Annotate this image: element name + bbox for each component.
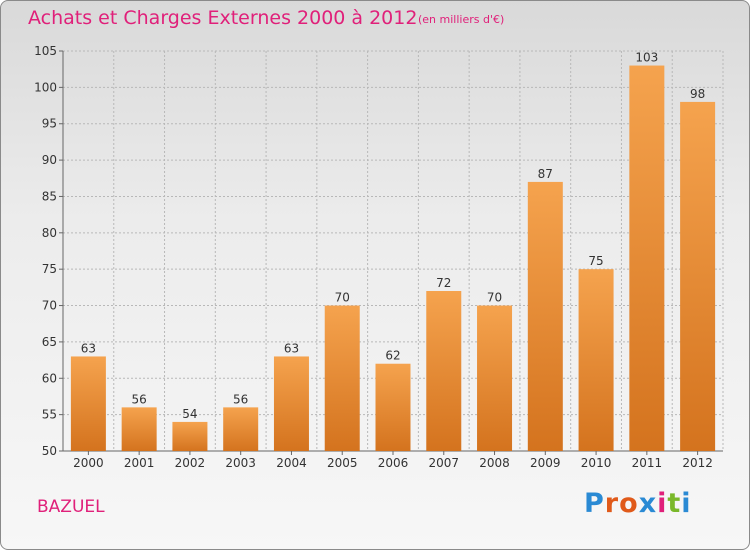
x-tick-label-2001: 2001 bbox=[124, 456, 155, 470]
data-label-2001: 56 bbox=[132, 392, 147, 406]
bar-2009 bbox=[527, 181, 563, 451]
y-tick-label: 50 bbox=[42, 444, 57, 458]
logo-letter: x bbox=[638, 488, 658, 519]
y-tick-label: 80 bbox=[42, 226, 57, 240]
y-tick-label: 90 bbox=[42, 153, 57, 167]
x-tick-label-2008: 2008 bbox=[479, 456, 510, 470]
bar-2008 bbox=[477, 305, 513, 451]
bar-2007 bbox=[426, 291, 462, 451]
bar-2006 bbox=[375, 363, 411, 451]
x-tick-label-2000: 2000 bbox=[73, 456, 104, 470]
bar-2010 bbox=[578, 269, 614, 451]
y-tick-label: 85 bbox=[42, 189, 57, 203]
data-label-2007: 72 bbox=[436, 276, 451, 290]
x-tick-label-2011: 2011 bbox=[632, 456, 663, 470]
y-tick-label: 70 bbox=[42, 299, 57, 313]
data-label-2000: 63 bbox=[81, 341, 96, 355]
y-tick-label: 65 bbox=[42, 335, 57, 349]
logo-letter: i bbox=[681, 488, 692, 519]
bar-2012 bbox=[680, 101, 716, 451]
y-tick-label: 75 bbox=[42, 262, 57, 276]
proxiti-logo: Proxiti bbox=[584, 488, 692, 519]
x-tick-label-2006: 2006 bbox=[378, 456, 409, 470]
y-tick-label: 105 bbox=[34, 44, 57, 58]
logo-letter: i bbox=[657, 488, 668, 519]
bar-2003 bbox=[223, 407, 259, 451]
commune-name: BAZUEL bbox=[37, 497, 105, 517]
y-tick-label: 55 bbox=[42, 408, 57, 422]
bar-2004 bbox=[273, 356, 309, 451]
logo-letter: P bbox=[584, 488, 605, 519]
x-tick-label-2009: 2009 bbox=[530, 456, 561, 470]
data-label-2005: 70 bbox=[335, 291, 350, 305]
x-tick-label-2004: 2004 bbox=[276, 456, 307, 470]
chart-subtitle: (en milliers d'€) bbox=[418, 13, 505, 26]
x-tick-label-2003: 2003 bbox=[225, 456, 256, 470]
bar-2001 bbox=[121, 407, 157, 451]
data-label-2012: 98 bbox=[690, 87, 705, 101]
y-tick-label: 95 bbox=[42, 117, 57, 131]
data-label-2003: 56 bbox=[233, 392, 248, 406]
logo-letter: t bbox=[667, 488, 682, 519]
bar-2011 bbox=[629, 65, 665, 451]
bar-2005 bbox=[324, 305, 360, 451]
data-label-2004: 63 bbox=[284, 341, 299, 355]
data-label-2006: 62 bbox=[385, 349, 400, 363]
x-tick-label-2010: 2010 bbox=[581, 456, 612, 470]
bars bbox=[70, 65, 716, 451]
chart-title: Achats et Charges Externes 2000 à 2012 bbox=[28, 7, 418, 29]
y-tick-label: 60 bbox=[42, 371, 57, 385]
x-tick-label-2002: 2002 bbox=[175, 456, 206, 470]
data-labels: 63 56 54 56 63 70 62 72 70 87 75 103 98 bbox=[81, 51, 706, 421]
tick-labels: 50 55 60 65 70 75 80 85 90 95 100 105 2000 2001 2002 20… bbox=[34, 44, 713, 470]
bar-2002 bbox=[172, 421, 208, 451]
bar-chart: 63 56 54 56 63 70 62 72 70 87 75 103 98 50 55 60 65 70 75… bbox=[34, 44, 724, 470]
x-tick-label-2012: 2012 bbox=[682, 456, 713, 470]
x-tick-label-2007: 2007 bbox=[428, 456, 459, 470]
data-label-2002: 54 bbox=[182, 407, 197, 421]
data-label-2009: 87 bbox=[538, 167, 553, 181]
y-tick-label: 100 bbox=[34, 80, 57, 94]
x-tick-label-2005: 2005 bbox=[327, 456, 358, 470]
grid-lines bbox=[62, 50, 724, 452]
data-label-2008: 70 bbox=[487, 291, 502, 305]
logo-letter: r bbox=[604, 488, 620, 519]
data-label-2011: 103 bbox=[635, 51, 658, 65]
data-label-2010: 75 bbox=[588, 254, 603, 268]
bar-2000 bbox=[70, 356, 106, 451]
logo-letter: o bbox=[619, 488, 639, 519]
